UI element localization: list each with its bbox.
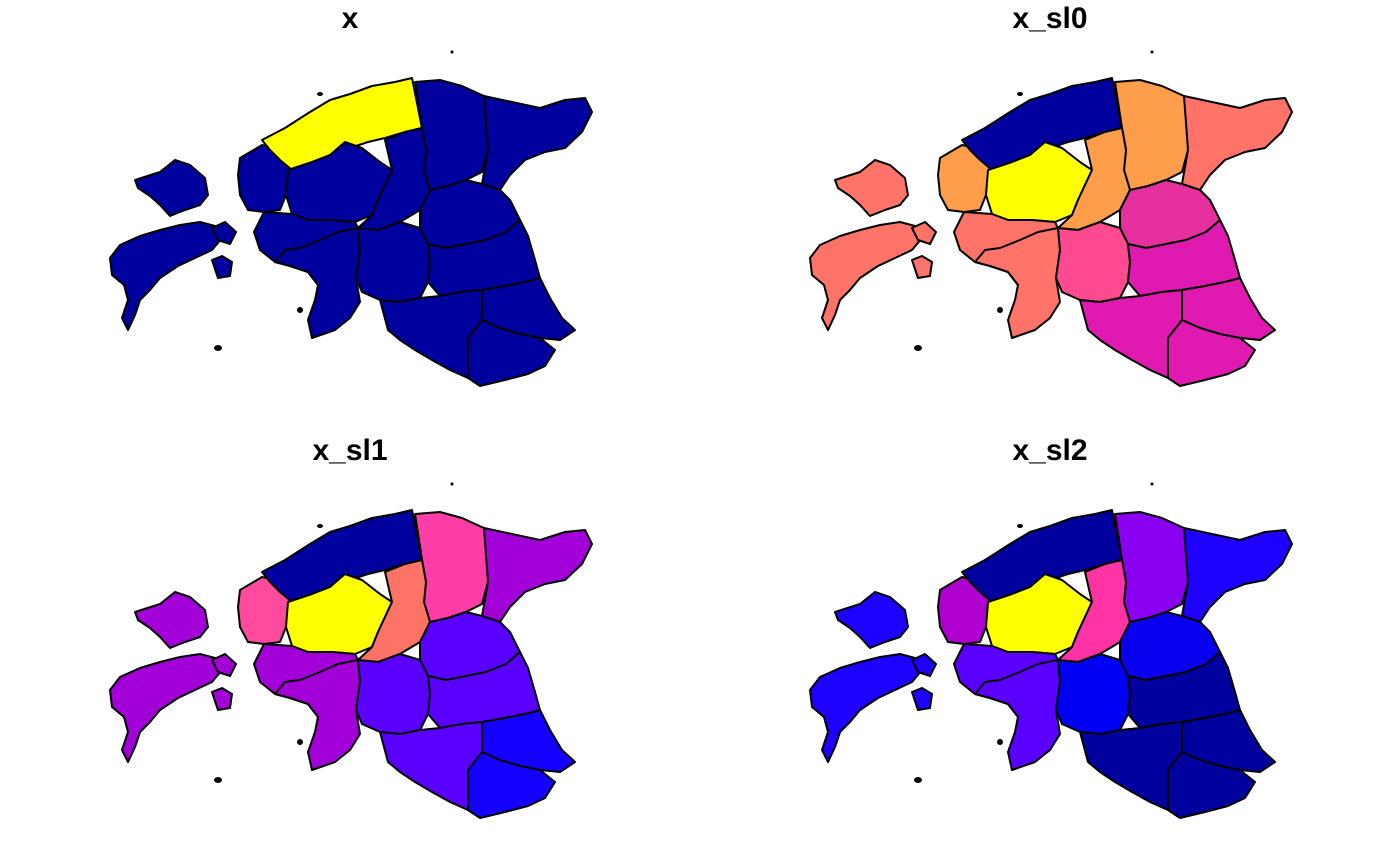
county-saare xyxy=(109,159,223,331)
islet xyxy=(297,307,303,313)
county-voru xyxy=(467,319,556,387)
county-hiiu xyxy=(211,221,237,279)
panel-title: x_sl1 xyxy=(312,434,388,467)
county-viljandi xyxy=(355,221,431,303)
islet xyxy=(450,50,454,54)
map-panel-x: x xyxy=(0,0,700,432)
county-voru xyxy=(1167,751,1256,819)
county-hiiu xyxy=(211,653,237,711)
county-pärnu xyxy=(274,227,361,339)
county-pärnu xyxy=(974,227,1061,339)
panel-title: x_sl0 xyxy=(1012,2,1088,35)
map-svg xyxy=(809,482,1293,819)
county-viljandi xyxy=(1055,653,1131,735)
county-ne_east xyxy=(481,527,593,623)
islet xyxy=(1017,524,1023,528)
county-saare xyxy=(809,591,923,763)
map-svg xyxy=(809,50,1293,387)
county-ne_east xyxy=(1181,527,1293,623)
map-panel-x-sl0: x_sl0 xyxy=(700,0,1400,432)
map-panel-x-sl1: x_sl1 xyxy=(0,432,700,864)
map-svg xyxy=(109,50,593,387)
county-ne_mid xyxy=(414,511,491,623)
islet xyxy=(914,345,922,351)
county-viljandi xyxy=(1055,221,1131,303)
islet xyxy=(317,524,323,528)
islet xyxy=(214,777,222,783)
islet xyxy=(1150,50,1154,54)
islet xyxy=(997,739,1003,745)
islet xyxy=(997,307,1003,313)
county-ne_mid xyxy=(1114,79,1191,191)
islet xyxy=(317,92,323,96)
county-ne_east xyxy=(1181,95,1293,191)
islet xyxy=(297,739,303,745)
islet xyxy=(914,777,922,783)
county-viljandi xyxy=(355,653,431,735)
county-voru xyxy=(1167,319,1256,387)
panel-title: x xyxy=(341,2,359,35)
islet xyxy=(1150,482,1154,486)
county-hiiu xyxy=(911,653,937,711)
county-saare xyxy=(809,159,923,331)
county-saare xyxy=(109,591,223,763)
county-valga xyxy=(379,289,483,379)
county-ne_mid xyxy=(1114,511,1191,623)
panel-title: x_sl2 xyxy=(1012,434,1088,467)
islet xyxy=(214,345,222,351)
islet xyxy=(450,482,454,486)
county-valga xyxy=(1079,721,1183,811)
county-ne_east xyxy=(481,95,593,191)
county-valga xyxy=(379,721,483,811)
county-pärnu xyxy=(274,659,361,771)
county-hiiu xyxy=(911,221,937,279)
county-pärnu xyxy=(974,659,1061,771)
map-panel-x-sl2: x_sl2 xyxy=(700,432,1400,864)
county-voru xyxy=(467,751,556,819)
county-ne_mid xyxy=(414,79,491,191)
map-svg xyxy=(109,482,593,819)
county-valga xyxy=(1079,289,1183,379)
islet xyxy=(1017,92,1023,96)
